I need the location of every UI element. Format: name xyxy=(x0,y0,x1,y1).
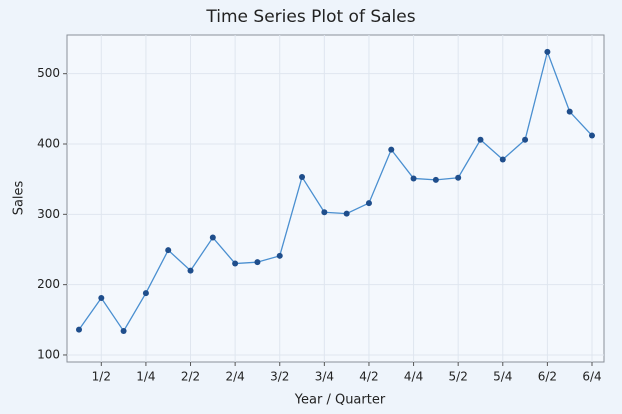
data-point xyxy=(566,108,573,115)
data-point xyxy=(365,200,372,207)
data-point xyxy=(276,252,283,259)
x-tick-label: 6/2 xyxy=(538,370,557,384)
data-point xyxy=(410,175,417,182)
data-point xyxy=(343,210,350,217)
x-tick-label: 3/2 xyxy=(270,370,289,384)
data-point xyxy=(98,295,105,302)
data-point xyxy=(142,290,149,297)
x-tick-label: 3/4 xyxy=(315,370,334,384)
x-tick-label: 6/4 xyxy=(582,370,601,384)
x-tick-label: 4/2 xyxy=(359,370,378,384)
y-tick-label: 100 xyxy=(37,347,60,361)
data-point xyxy=(432,176,439,183)
data-point xyxy=(544,48,551,55)
x-tick-label: 2/4 xyxy=(225,370,244,384)
data-point xyxy=(455,174,462,181)
plot-area xyxy=(66,34,605,363)
data-point xyxy=(477,136,484,143)
x-tick-label: 1/4 xyxy=(136,370,155,384)
data-point xyxy=(299,174,306,181)
x-axis-title: Year / Quarter xyxy=(294,393,386,408)
series-line xyxy=(78,49,593,333)
data-point xyxy=(165,247,172,254)
data-point xyxy=(209,234,216,241)
data-point xyxy=(232,260,239,267)
data-point xyxy=(499,156,506,163)
x-tick-label: 2/2 xyxy=(181,370,200,384)
data-point xyxy=(254,259,261,266)
data-point xyxy=(120,328,127,335)
x-tick-label: 5/2 xyxy=(449,370,468,384)
data-point xyxy=(388,146,395,153)
data-point xyxy=(589,132,595,139)
data-point xyxy=(187,267,194,274)
x-tick-label: 4/4 xyxy=(404,370,423,384)
y-axis-title: Sales xyxy=(12,180,27,215)
chart-title: Time Series Plot of Sales xyxy=(205,7,415,27)
x-tick-label: 5/4 xyxy=(493,370,512,384)
data-point xyxy=(522,136,529,143)
x-tick-label: 1/2 xyxy=(92,370,111,384)
y-tick-label: 500 xyxy=(37,66,60,80)
y-tick-label: 300 xyxy=(37,207,60,221)
y-tick-label: 200 xyxy=(37,277,60,291)
data-point xyxy=(321,209,328,216)
y-tick-label: 400 xyxy=(37,137,60,151)
data-point xyxy=(76,326,82,333)
